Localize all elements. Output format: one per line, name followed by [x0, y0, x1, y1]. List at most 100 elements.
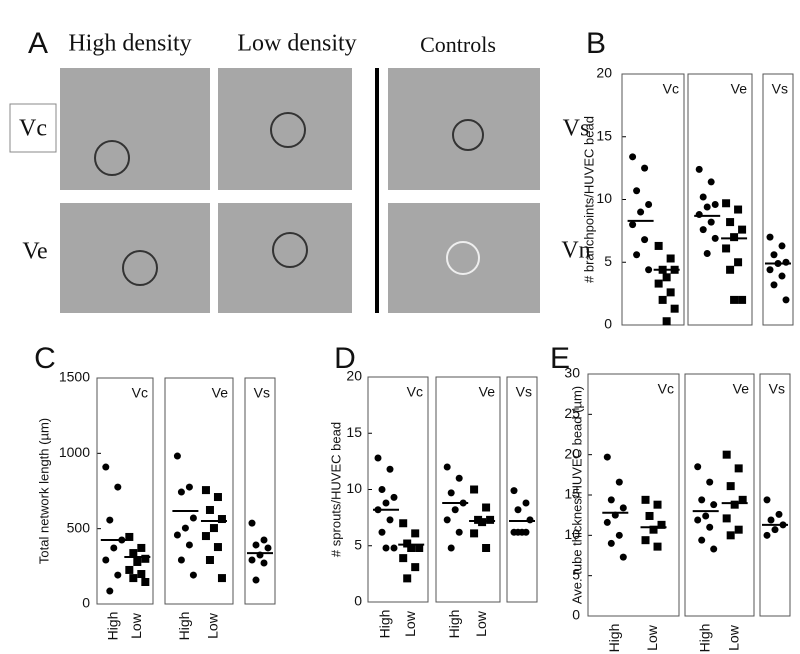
panel-name: Vs [772, 81, 788, 97]
panel-box [759, 373, 791, 617]
data-point [694, 516, 702, 524]
data-point [695, 165, 703, 173]
data-point [666, 288, 675, 297]
y-axis-label: Ave. tube thicknes/HUVEC bead (µm) [569, 386, 584, 604]
data-point [706, 478, 714, 486]
panel-box [367, 376, 429, 603]
data-point [443, 463, 451, 471]
data-point [181, 524, 189, 532]
data-point [730, 295, 739, 304]
data-point [698, 536, 706, 544]
group-label: High [377, 610, 393, 639]
data-point [443, 516, 451, 524]
data-point [653, 500, 662, 509]
data-point [778, 242, 786, 250]
data-point [451, 506, 459, 514]
data-point [514, 528, 522, 536]
data-point [185, 483, 193, 491]
data-point [141, 578, 150, 587]
data-point [699, 193, 707, 201]
data-point [707, 218, 715, 226]
group-label: High [446, 610, 462, 639]
panel-label: D [334, 342, 356, 375]
y-tick-label: 1000 [59, 444, 90, 460]
data-point [137, 570, 146, 579]
data-point [177, 556, 185, 564]
data-point [649, 525, 658, 534]
group-label: High [696, 624, 712, 653]
data-point [185, 541, 193, 549]
panel-name: Vs [769, 381, 785, 397]
data-point [641, 536, 650, 545]
data-point [378, 528, 386, 536]
data-point [264, 544, 272, 552]
data-point [607, 539, 615, 547]
data-point [478, 518, 487, 527]
data-point [770, 251, 778, 259]
group-label: Low [128, 612, 144, 639]
data-point [399, 519, 408, 528]
column-title: Low density [237, 31, 356, 57]
row-label: Ve [22, 239, 47, 265]
data-point [629, 153, 637, 161]
data-point [730, 233, 739, 242]
data-point [706, 523, 714, 531]
data-point [411, 529, 420, 538]
data-point [455, 474, 463, 482]
data-point [403, 539, 412, 548]
group-label: Low [205, 612, 221, 639]
data-point [641, 164, 649, 172]
y-tick-label: 500 [67, 519, 91, 535]
y-axis-label: # branchpoints/HUVEC bead [581, 116, 596, 283]
data-point [645, 266, 653, 274]
data-point [734, 205, 743, 214]
data-point [654, 241, 663, 250]
y-tick-label: 5 [354, 536, 362, 552]
data-point [141, 554, 150, 563]
data-point [248, 519, 256, 527]
data-point [201, 532, 210, 541]
data-point [486, 515, 495, 524]
data-point [726, 531, 735, 540]
y-tick-label: 15 [564, 486, 580, 502]
data-point [260, 536, 268, 544]
data-point [177, 488, 185, 496]
data-point [615, 478, 623, 486]
data-point [137, 543, 146, 552]
column-title: High density [68, 31, 191, 57]
data-point [633, 187, 641, 195]
micrograph [388, 203, 540, 313]
y-tick-label: 15 [346, 424, 362, 440]
panel-box [96, 377, 154, 605]
bead [270, 112, 306, 148]
data-point [763, 496, 771, 504]
data-point [629, 221, 637, 229]
data-point [734, 464, 743, 473]
panel-name: Vc [132, 385, 148, 401]
y-tick-label: 20 [564, 445, 580, 461]
data-point [603, 453, 611, 461]
bead [452, 119, 484, 151]
row-label: Vc [19, 116, 47, 142]
y-tick-label: 0 [82, 595, 90, 611]
data-point [726, 265, 735, 274]
data-point [522, 499, 530, 507]
panel-box [164, 377, 234, 605]
data-point [133, 557, 142, 566]
data-point [658, 295, 667, 304]
data-point [114, 571, 122, 579]
data-point [726, 218, 735, 227]
data-point [698, 496, 706, 504]
panel-box [684, 373, 755, 617]
data-point [766, 266, 774, 274]
data-point [653, 542, 662, 551]
data-point [173, 452, 181, 460]
data-point [778, 272, 786, 280]
data-point [734, 258, 743, 267]
panel-box [687, 73, 753, 326]
panel-name: Ve [479, 384, 496, 400]
data-point [711, 234, 719, 242]
data-point [106, 587, 114, 595]
panel-name: Ve [212, 385, 229, 401]
data-point [699, 226, 707, 234]
